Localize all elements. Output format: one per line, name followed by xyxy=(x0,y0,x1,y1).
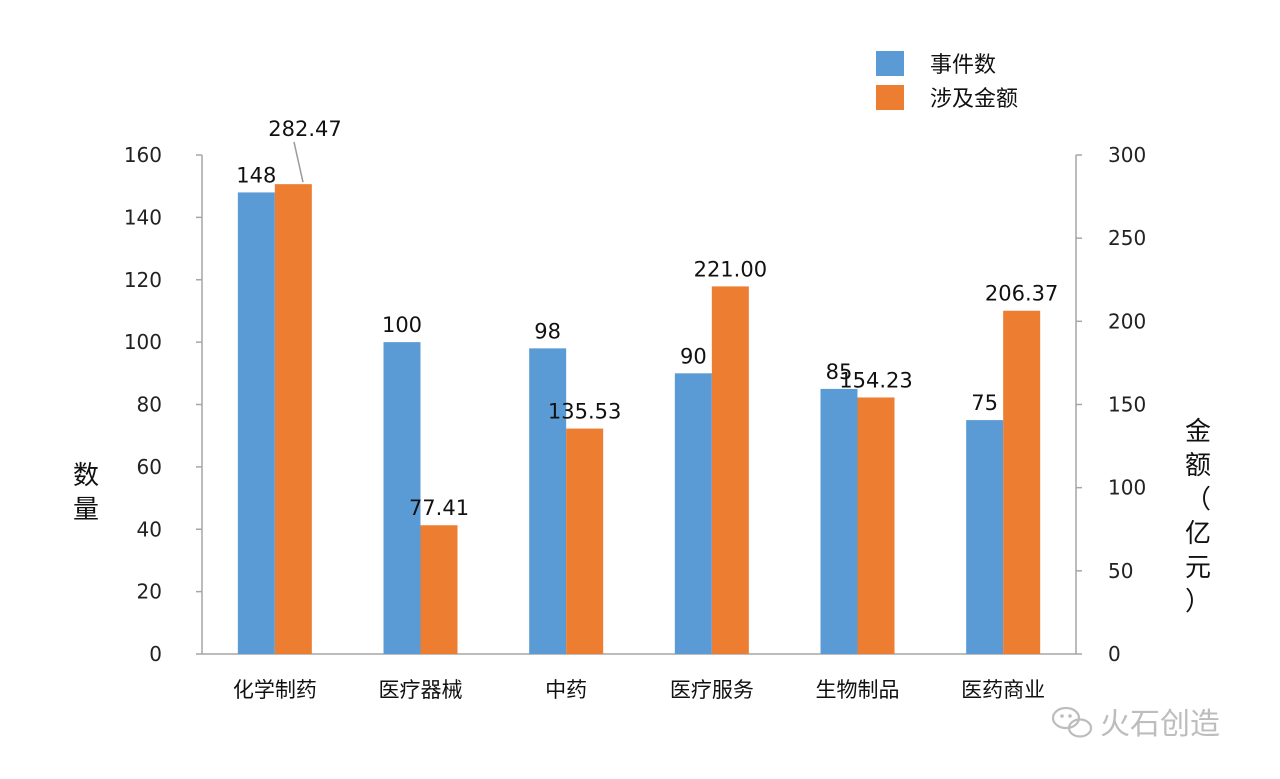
x-tick-label: 医疗服务 xyxy=(670,678,754,702)
data-label-amount: 282.47 xyxy=(268,117,341,141)
bars xyxy=(237,184,1041,655)
bar-event-count xyxy=(529,348,567,654)
bar-amount xyxy=(857,397,895,654)
watermark-text: 火石创造 xyxy=(1100,707,1220,742)
watermark: 火石创造 xyxy=(1051,706,1220,742)
x-tick-label: 中药 xyxy=(545,678,587,702)
data-label-amount: 154.23 xyxy=(839,368,912,392)
legend-swatch-amount xyxy=(876,85,904,110)
y-tick-label: 140 xyxy=(124,205,162,229)
y2-tick-label: 100 xyxy=(1108,476,1146,500)
axes: 0 20 40 60 80 100 120 140 160 0 50 100 150 200 250 300 化… xyxy=(124,143,1146,702)
x-tick-label: 医药商业 xyxy=(961,678,1045,702)
y-tick-label: 60 xyxy=(137,455,162,479)
y2-tick-label: 250 xyxy=(1108,226,1146,250)
y-tick-label: 40 xyxy=(137,517,162,541)
data-label-count: 98 xyxy=(534,319,561,343)
legend-swatch-count xyxy=(876,51,904,76)
x-tick-label: 生物制品 xyxy=(816,678,900,702)
x-tick-label: 医疗器械 xyxy=(379,678,463,702)
y2-tick-label: 50 xyxy=(1108,559,1133,583)
y-tick-label: 0 xyxy=(149,642,162,666)
bar-amount xyxy=(566,428,604,654)
y-tick-label: 100 xyxy=(124,330,162,354)
data-label-leader-line xyxy=(293,141,304,183)
y2-tick-label: 0 xyxy=(1108,642,1121,666)
bar-amount xyxy=(420,525,458,654)
legend-label-count: 事件数 xyxy=(930,53,996,78)
y-tick-label: 160 xyxy=(124,143,162,167)
data-label-amount: 221.00 xyxy=(694,257,767,281)
bar-event-count xyxy=(383,342,421,654)
bar-amount xyxy=(274,184,312,654)
y2-tick-label: 150 xyxy=(1108,393,1146,417)
bar-event-count xyxy=(820,388,858,654)
data-label-amount: 77.41 xyxy=(409,496,469,520)
y-tick-label: 120 xyxy=(124,268,162,292)
y2-tick-label: 300 xyxy=(1108,143,1146,167)
bar-amount xyxy=(711,286,749,654)
bar-event-count xyxy=(237,192,275,655)
legend-label-amount: 涉及金额 xyxy=(930,87,1018,112)
y2-axis-title: 金额（亿元） xyxy=(1185,417,1211,617)
y-axis-title: 数量 xyxy=(73,461,99,525)
data-label-count: 148 xyxy=(236,163,276,187)
data-label-count: 85 xyxy=(826,360,853,384)
bar-amount xyxy=(1003,310,1041,654)
wechat-icon xyxy=(1051,706,1093,738)
data-label-count: 75 xyxy=(971,391,998,415)
x-tick-label: 化学制药 xyxy=(233,678,317,702)
data-label-amount: 135.53 xyxy=(548,400,621,424)
y-tick-label: 20 xyxy=(137,580,162,604)
legend: 事件数 涉及金额 xyxy=(876,51,1018,112)
y2-tick-label: 200 xyxy=(1108,309,1146,333)
data-label-count: 90 xyxy=(680,344,707,368)
data-labels: 148 282.47 100 77.41 98 135.53 90 221.00 85154.2… xyxy=(236,117,1058,520)
bar-event-count xyxy=(966,420,1004,654)
y-tick-label: 80 xyxy=(137,393,162,417)
data-label-count: 100 xyxy=(382,313,422,337)
bar-event-count xyxy=(674,373,712,654)
data-label-amount: 206.37 xyxy=(985,282,1058,306)
